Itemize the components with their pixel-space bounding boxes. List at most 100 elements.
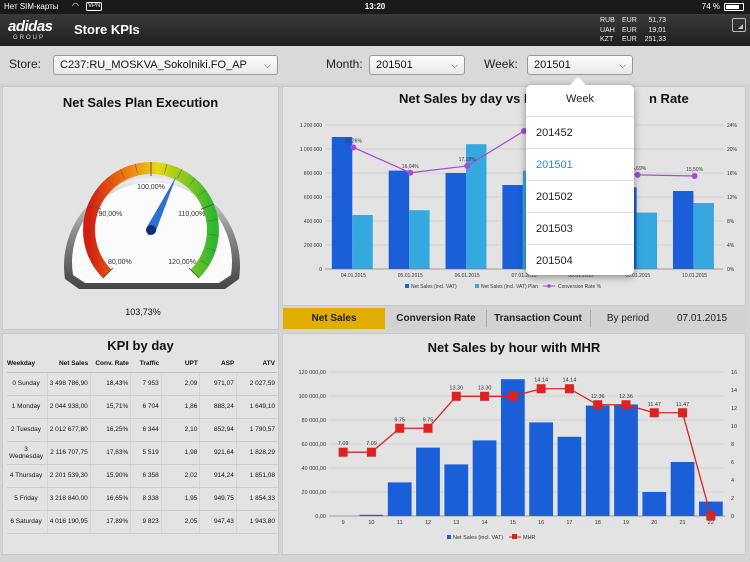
mhr-label: 7.09	[366, 441, 377, 447]
week-select[interactable]: 201501 ⌵	[527, 55, 633, 75]
sales-by-hour-chart: 7.09 7.09 9.75 9.75 13.30 13.30 14.14 14.14 12.3…	[298, 370, 737, 541]
tab-separator	[590, 310, 591, 327]
gauge-hub	[146, 225, 156, 235]
table-cell: 5 519	[130, 441, 162, 465]
x-tick-label: 21	[680, 520, 686, 526]
currency-rates: RUB EUR 51,73 UAH EUR 19,01 KZT EUR 251,33	[600, 16, 666, 45]
x-tick-label: 10	[368, 520, 374, 526]
week-dropdown-header: Week	[566, 93, 594, 105]
sales-bar	[502, 185, 523, 269]
y-tick-label: 200 000	[304, 243, 322, 249]
table-cell: 2,05	[160, 510, 200, 534]
tab-conversion-rate[interactable]: Conversion Rate	[396, 313, 476, 324]
hour-sales-bar	[557, 436, 582, 516]
y2-tick-label: 16	[731, 370, 737, 376]
rate-row: UAH EUR 19,01	[600, 26, 666, 34]
week-option[interactable]: 201452	[526, 116, 634, 148]
table-cell: 1 Monday	[7, 395, 48, 419]
x-tick-label: 22	[708, 520, 714, 526]
store-select[interactable]: C237:RU_MOSKVA_Sokolniki.FO_AP ⌵	[53, 55, 278, 75]
sales-by-day-title-end: n Rate	[649, 91, 689, 106]
mhr-label: 11.47	[648, 402, 661, 408]
y-tick-label: 120 000,00	[298, 370, 326, 376]
x-tick-label: 08.01.2015	[568, 273, 593, 279]
table-cell: 1 649,10	[235, 395, 277, 419]
wifi-icon: ◠	[72, 1, 79, 10]
gauge-tick	[106, 178, 114, 187]
mhr-point	[564, 384, 574, 394]
table-row: 4 Thursday 2 201 539,30 15,90% 6 358 2,02 914…	[7, 464, 277, 488]
y-tick-label: 400 000	[304, 219, 322, 225]
legend-label: Net Sales (incl. VAT)	[453, 535, 503, 541]
sales-bar	[672, 191, 694, 269]
x-tick-label: 18	[595, 520, 601, 526]
table-cell: 1 851,08	[235, 464, 277, 488]
plan-execution-title: Net Sales Plan Execution	[62, 95, 219, 110]
mhr-label: 13.30	[449, 385, 463, 391]
table-cell: 2,02	[160, 464, 200, 488]
mhr-point	[480, 391, 490, 401]
x-tick-label: 07.01.2015	[511, 273, 536, 279]
period-value[interactable]: 07.01.2015	[676, 313, 728, 324]
sales-by-hour-panel: Net Sales by hour with MHR 7.09 7.09 9.75 9…	[282, 333, 746, 555]
table-cell: 9 823	[130, 510, 162, 534]
table-cell: 1 828,29	[235, 441, 277, 465]
hour-sales-bar	[472, 440, 497, 516]
conversion-point	[691, 173, 698, 179]
conversion-label: 20,26%	[345, 138, 363, 144]
table-cell: 1,86	[160, 395, 200, 419]
table-cell: 6 Saturday	[7, 510, 48, 534]
gauge-tick	[164, 163, 168, 174]
month-select[interactable]: 201501 ⌵	[369, 55, 465, 75]
mhr-label: 9.75	[394, 417, 405, 423]
table-cell: 3 498 786,90	[47, 372, 91, 396]
table-cell: 15,71%	[89, 395, 131, 419]
table-cell: 1 854,33	[235, 487, 277, 511]
tab-transaction-count[interactable]: Transaction Count	[494, 313, 582, 324]
hour-sales-bar	[642, 492, 667, 516]
x-tick-label: 06.01.2015	[455, 273, 480, 279]
expand-icon[interactable]	[732, 18, 746, 32]
mhr-line	[343, 388, 712, 517]
tab-net-sales[interactable]: Net Sales	[283, 308, 385, 329]
week-dropdown: Week 201452 201501 201502 201503 201504	[526, 77, 634, 276]
table-cell: 921,64	[199, 441, 237, 465]
legend-label: Conversion Rate %	[558, 284, 602, 290]
adidas-logo-sub: GROUP	[13, 35, 46, 41]
kpi-by-day-title: KPI by day	[107, 338, 174, 353]
gauge-tick	[102, 267, 114, 279]
hour-sales-bar	[670, 462, 695, 516]
table-cell: 914,24	[199, 464, 237, 488]
y2-tick-label: 12%	[727, 195, 738, 201]
x-tick-label: 05.01.2015	[398, 273, 423, 279]
vpn-badge: VPN	[86, 2, 103, 11]
week-select-value: 201501	[534, 59, 571, 71]
week-option[interactable]: 201503	[526, 212, 634, 244]
week-option-selected[interactable]: 201501	[526, 148, 634, 180]
table-row: 5 Friday 3 218 840,00 16,65% 8 338 1,95 949,7…	[7, 487, 277, 511]
y-tick-label: 20 000,00	[302, 490, 326, 496]
week-option[interactable]: 201502	[526, 180, 634, 212]
plan-bar	[409, 210, 430, 269]
gauge-tick	[208, 234, 219, 236]
sales-by-day-panel: Net Sales by day vs P n Rate 20,26% 16,04…	[282, 86, 746, 306]
table-cell: 15,90%	[89, 464, 131, 488]
table-row: 0 Sunday 3 498 786,90 18,43% 7 953 2,09 971,0…	[7, 372, 277, 396]
table-cell: 3 Wednesday	[7, 441, 48, 465]
y2-tick-label: 8%	[727, 219, 735, 225]
carrier-label: Нет SIM-карты	[4, 2, 59, 11]
hour-sales-bar	[359, 514, 384, 516]
sales-bar	[388, 170, 410, 269]
battery-icon	[724, 3, 744, 11]
mhr-point	[395, 423, 405, 433]
conversion-label: 15,50%	[686, 167, 704, 173]
table-cell: 2 027,59	[235, 372, 277, 396]
table-cell: 2 201 539,30	[47, 464, 91, 488]
table-cell: 1 943,80	[235, 510, 277, 534]
table-row: 2 Tuesday 2 012 677,80 16,25% 6 344 2,10 852,…	[7, 418, 277, 442]
mhr-label: 12.36	[619, 394, 633, 400]
week-option[interactable]: 201504	[526, 244, 634, 276]
app-title: Store KPIs	[74, 22, 140, 37]
table-cell: 18,43%	[89, 372, 131, 396]
table-cell: 1,98	[160, 441, 200, 465]
